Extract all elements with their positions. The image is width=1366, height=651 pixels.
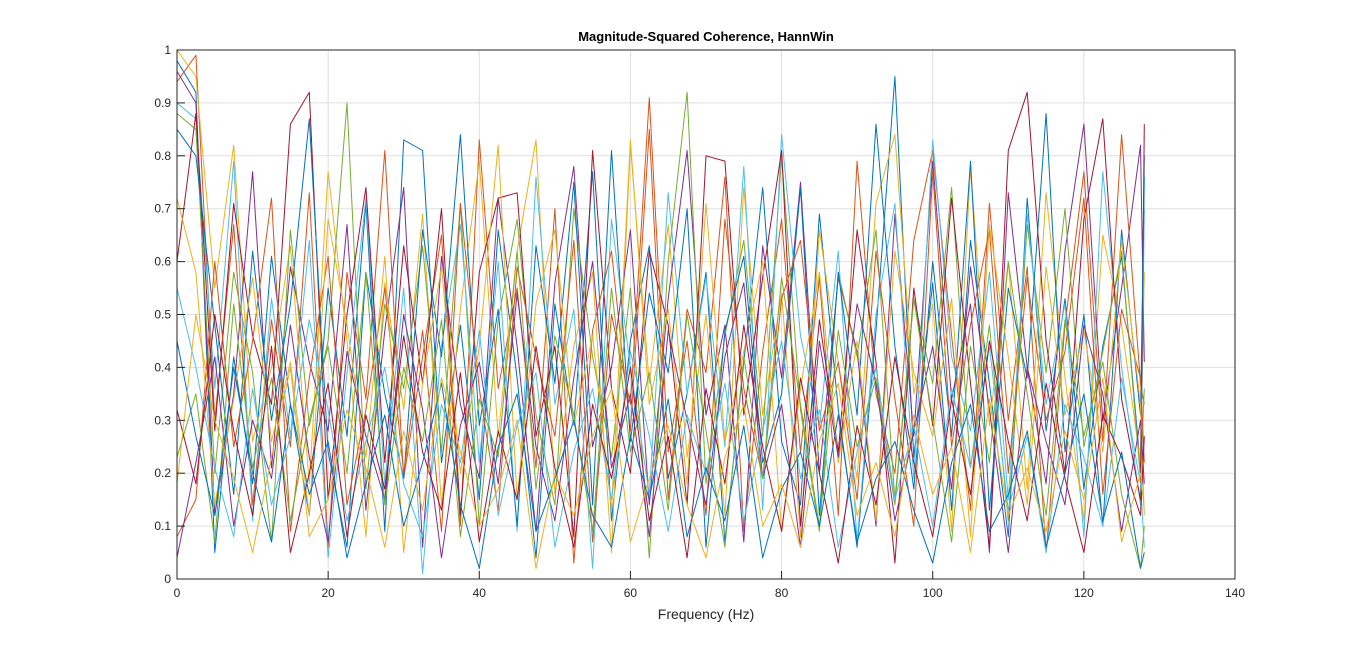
y-tick-label: 0.8 (154, 149, 171, 163)
y-tick-label: 0.4 (154, 360, 171, 374)
y-tick-label: 0 (164, 572, 171, 586)
series-line-16 (176, 314, 1145, 569)
y-tick-label: 0.9 (154, 96, 171, 110)
y-tick-label: 0.5 (154, 308, 171, 322)
y-tick-label: 0.7 (154, 202, 171, 216)
chart-title: Magnitude-Squared Coherence, HannWin (578, 29, 834, 44)
y-tick-label: 0.2 (154, 466, 171, 480)
x-tick-labels: 0 20 40 60 80 100 120 140 (174, 586, 1246, 600)
y-tick-label: 1 (164, 43, 171, 57)
x-tick-label: 140 (1225, 586, 1245, 600)
x-tick-label: 120 (1074, 586, 1094, 600)
series-line-11 (176, 261, 1145, 559)
x-tick-label: 100 (923, 586, 943, 600)
series-line-3 (176, 49, 1145, 553)
x-tick-label: 0 (174, 586, 181, 600)
series-line-12 (176, 250, 1145, 569)
series-line-10 (176, 139, 1145, 553)
series-line-6 (176, 102, 1145, 575)
y-tick-label: 0.1 (154, 519, 171, 533)
x-axis-label: Frequency (Hz) (658, 606, 754, 622)
series-line-14 (176, 314, 1145, 564)
x-tick-label: 60 (624, 586, 638, 600)
x-tick-label: 80 (775, 586, 789, 600)
y-tick-labels: 0 0.1 0.2 0.3 0.4 0.5 0.6 0.7 0.8 0.9 1 (154, 43, 171, 586)
y-tick-label: 0.3 (154, 413, 171, 427)
x-tick-label: 40 (473, 586, 487, 600)
series-line-15 (176, 340, 1145, 569)
series-lines (176, 49, 1145, 575)
x-tick-label: 20 (321, 586, 335, 600)
y-tick-label: 0.6 (154, 255, 171, 269)
series-line-9 (176, 97, 1145, 543)
axes (176, 49, 1236, 580)
series-line-2 (176, 54, 1145, 564)
series-line-7 (176, 91, 1145, 564)
